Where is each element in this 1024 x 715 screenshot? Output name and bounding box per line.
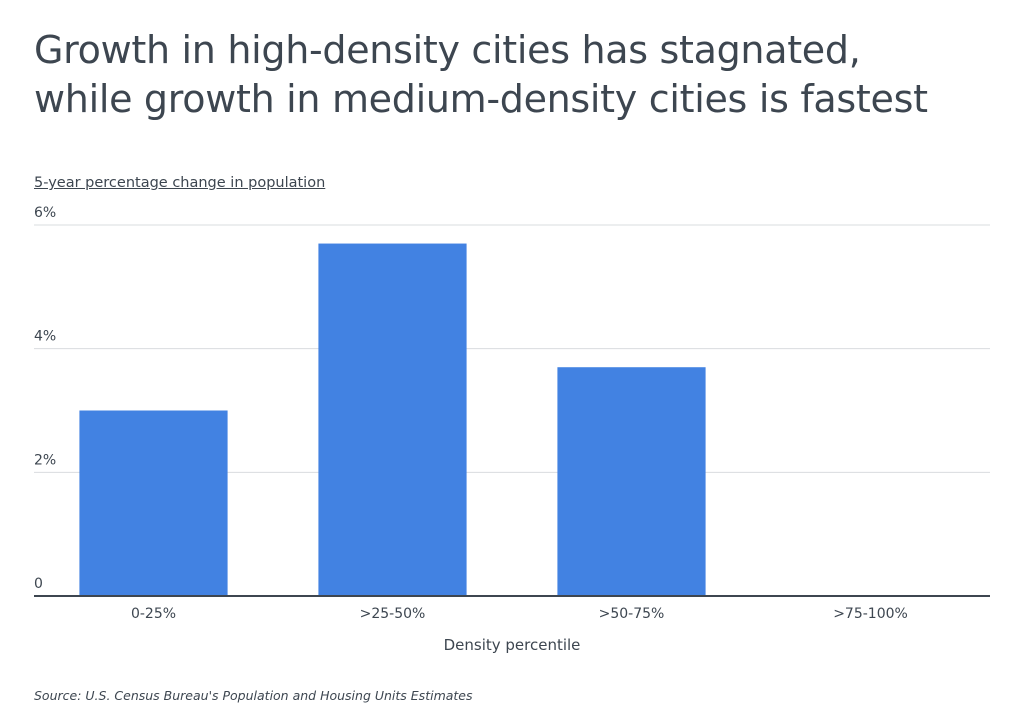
bar-0: [79, 410, 228, 596]
x-tick-label-3: >75-100%: [833, 606, 908, 622]
chart-title: Growth in high-density cities has stagna…: [34, 26, 1004, 124]
x-tick-label-2: >50-75%: [599, 606, 665, 622]
y-axis-label: 5-year percentage change in population: [34, 175, 326, 191]
bar-chart: 0 2% 4% 6% 0-25% >25-50% >50-75% >75-100% Densit…: [34, 205, 990, 654]
y-tick-label-1: 2%: [34, 452, 56, 468]
y-tick-label-2: 4%: [34, 329, 56, 345]
chart-title-line-2: while growth in medium-density cities is…: [34, 77, 928, 121]
y-tick-label-0: 0: [34, 576, 43, 592]
x-axis-label: Density percentile: [444, 636, 581, 654]
x-tick-label-0: 0-25%: [131, 606, 176, 622]
x-tick-label-1: >25-50%: [360, 606, 426, 622]
y-tick-label-3: 6%: [34, 205, 56, 221]
bar-2: [557, 367, 706, 596]
chart-title-line-1: Growth in high-density cities has stagna…: [34, 28, 861, 72]
source-note: Source: U.S. Census Bureau's Population …: [34, 688, 473, 703]
bar-1: [318, 243, 467, 597]
